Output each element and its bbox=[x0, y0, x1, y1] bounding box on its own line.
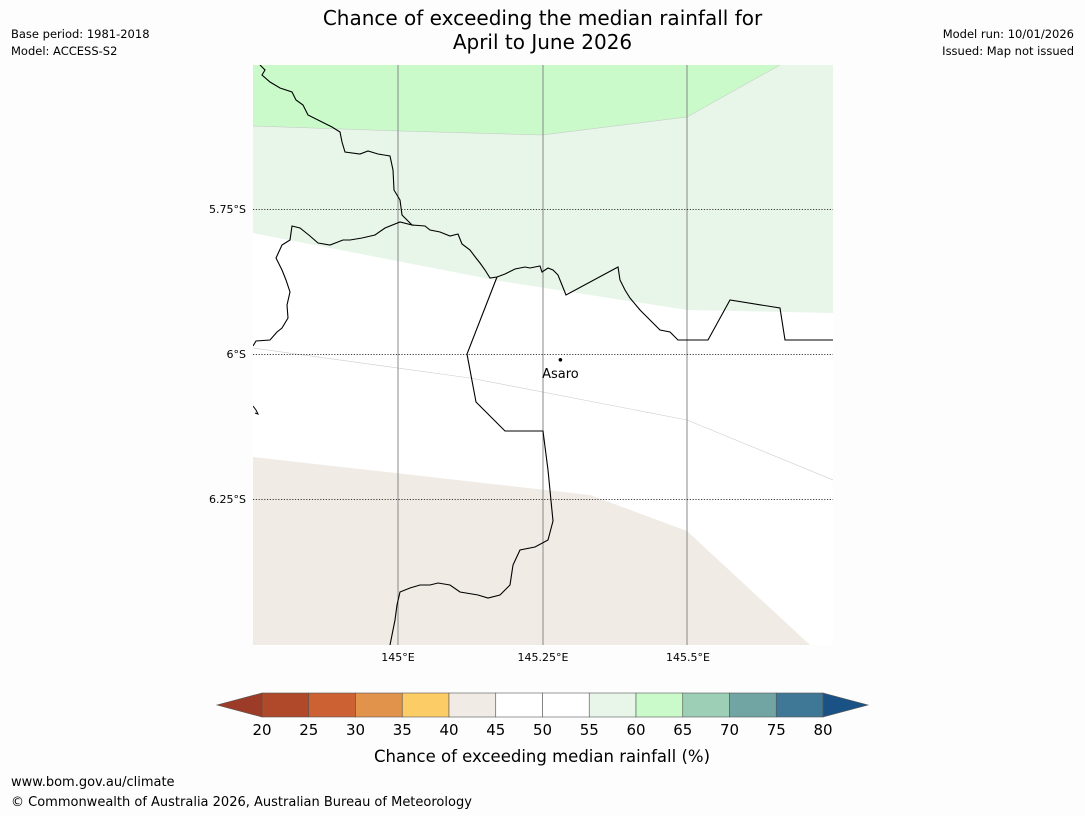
metadata-left: Base period: 1981-2018 Model: ACCESS-S2 bbox=[11, 26, 150, 60]
colorbar-segment bbox=[355, 692, 403, 718]
colorbar-segment bbox=[635, 692, 684, 718]
province-boundary bbox=[253, 65, 414, 347]
probability-band-65-70 bbox=[253, 65, 780, 135]
title-line-2: April to June 2026 bbox=[452, 30, 633, 54]
coastline-fragment bbox=[253, 405, 259, 415]
colorbar-label: Chance of exceeding median rainfall (%) bbox=[374, 747, 710, 766]
lon-label-145: 145°E bbox=[381, 651, 414, 664]
colorbar-tick-label: 60 bbox=[626, 721, 645, 739]
title-line-1: Chance of exceeding the median rainfall … bbox=[322, 6, 763, 30]
colorbar-tick-label: 75 bbox=[767, 721, 786, 739]
lon-label-145-25: 145.25°E bbox=[518, 651, 569, 664]
colorbar-tick-label: 45 bbox=[486, 721, 505, 739]
province-boundary-inner bbox=[411, 224, 833, 341]
colorbar-segment bbox=[261, 692, 310, 718]
footer-url: www.bom.gov.au/climate bbox=[11, 775, 175, 790]
colorbar-segment bbox=[729, 692, 777, 718]
colorbar-extend-low bbox=[215, 692, 263, 718]
contour-line-65 bbox=[253, 65, 781, 136]
district-boundary bbox=[389, 276, 554, 645]
colorbar-tick-label: 35 bbox=[393, 721, 412, 739]
model-name: Model: ACCESS-S2 bbox=[11, 44, 118, 58]
colorbar-tick-label: 25 bbox=[299, 721, 318, 739]
colorbar-tick-label: 30 bbox=[346, 721, 365, 739]
colorbar-segment bbox=[588, 692, 637, 718]
footer-copyright: © Commonwealth of Australia 2026, Austra… bbox=[11, 795, 472, 810]
colorbar-tick-label: 40 bbox=[439, 721, 458, 739]
probability-band-40-45 bbox=[253, 457, 810, 645]
lat-label-5-75: 5.75°S bbox=[209, 203, 246, 216]
colorbar-segment bbox=[682, 692, 730, 718]
place-label-asaro: Asaro bbox=[542, 367, 579, 382]
colorbar: 20 25 30 35 40 45 50 55 60 65 70 75 80 bbox=[215, 692, 870, 739]
colorbar-tick-label: 20 bbox=[252, 721, 271, 739]
colorbar-tick-label: 70 bbox=[720, 721, 739, 739]
colorbar-segment bbox=[308, 692, 356, 718]
colorbar-extend-high bbox=[822, 692, 870, 718]
colorbar-tick-label: 80 bbox=[813, 721, 832, 739]
base-period: Base period: 1981-2018 bbox=[11, 27, 150, 41]
lat-label-6-25: 6.25°S bbox=[209, 493, 246, 506]
colorbar-segment bbox=[401, 692, 450, 718]
colorbar-tick-label: 55 bbox=[580, 721, 599, 739]
metadata-right: Model run: 10/01/2026 Issued: Map not is… bbox=[942, 26, 1074, 60]
issued-status: Issued: Map not issued bbox=[942, 44, 1074, 58]
colorbar-tick-label: 50 bbox=[533, 721, 552, 739]
colorbar-segment bbox=[542, 692, 590, 718]
place-marker-asaro bbox=[558, 358, 563, 362]
lon-label-145-5: 145.5°E bbox=[666, 651, 710, 664]
lat-label-6: 6°S bbox=[227, 348, 246, 361]
colorbar-segment bbox=[495, 692, 543, 718]
map-title: Chance of exceeding the median rainfall … bbox=[0, 6, 1085, 54]
colorbar-tick-label: 65 bbox=[673, 721, 692, 739]
colorbar-segment bbox=[775, 692, 824, 718]
contour-line-50 bbox=[253, 347, 833, 481]
model-run: Model run: 10/01/2026 bbox=[942, 27, 1074, 41]
colorbar-segment bbox=[448, 692, 497, 718]
